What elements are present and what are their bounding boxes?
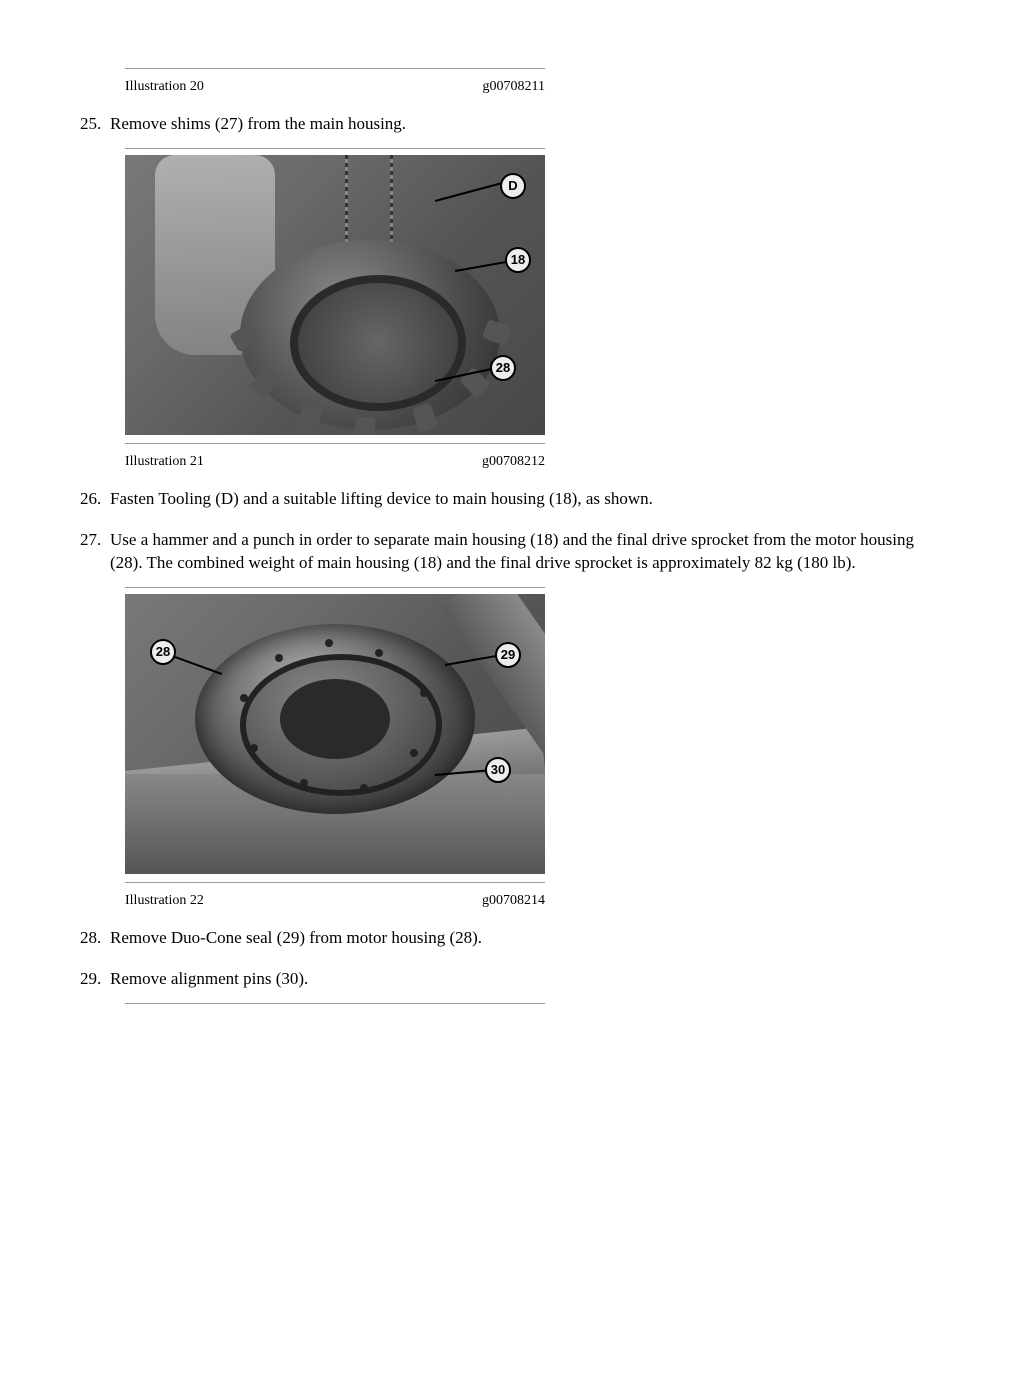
illustration-20-caption: Illustration 20 g00708211 bbox=[125, 68, 545, 95]
step-28-text: Remove Duo-Cone seal (29) from motor hou… bbox=[110, 927, 944, 950]
step-26-number: 26. bbox=[80, 488, 110, 511]
figure-22: 28 29 30 bbox=[125, 587, 545, 874]
callout-28-fig2: 28 bbox=[150, 639, 176, 665]
illustration-22-code: g00708214 bbox=[482, 893, 545, 909]
figure-21: D 18 28 bbox=[125, 148, 545, 435]
callout-d: D bbox=[500, 173, 526, 199]
step-29-text: Remove alignment pins (30). bbox=[110, 968, 944, 991]
step-25: 25. Remove shims (27) from the main hous… bbox=[80, 113, 944, 136]
step-26: 26. Fasten Tooling (D) and a suitable li… bbox=[80, 488, 944, 511]
illustration-22-label: Illustration 22 bbox=[125, 893, 204, 909]
step-28-number: 28. bbox=[80, 927, 110, 950]
step-25-text: Remove shims (27) from the main housing. bbox=[110, 113, 944, 136]
step-26-text: Fasten Tooling (D) and a suitable liftin… bbox=[110, 488, 944, 511]
figure-22-image: 28 29 30 bbox=[125, 594, 545, 874]
illustration-22-caption: Illustration 22 g00708214 bbox=[125, 882, 545, 909]
illustration-20-code: g00708211 bbox=[483, 79, 545, 95]
illustration-21-label: Illustration 21 bbox=[125, 454, 204, 470]
callout-18: 18 bbox=[505, 247, 531, 273]
step-27-number: 27. bbox=[80, 529, 110, 575]
step-29-number: 29. bbox=[80, 968, 110, 991]
step-25-number: 25. bbox=[80, 113, 110, 136]
step-27: 27. Use a hammer and a punch in order to… bbox=[80, 529, 944, 575]
step-28: 28. Remove Duo-Cone seal (29) from motor… bbox=[80, 927, 944, 950]
divider bbox=[125, 1003, 545, 1004]
figure-21-image: D 18 28 bbox=[125, 155, 545, 435]
callout-28: 28 bbox=[490, 355, 516, 381]
step-27-text: Use a hammer and a punch in order to sep… bbox=[110, 529, 944, 575]
step-29: 29. Remove alignment pins (30). bbox=[80, 968, 944, 991]
illustration-20-label: Illustration 20 bbox=[125, 79, 204, 95]
callout-30: 30 bbox=[485, 757, 511, 783]
illustration-21-caption: Illustration 21 g00708212 bbox=[125, 443, 545, 470]
illustration-21-code: g00708212 bbox=[482, 454, 545, 470]
callout-29: 29 bbox=[495, 642, 521, 668]
